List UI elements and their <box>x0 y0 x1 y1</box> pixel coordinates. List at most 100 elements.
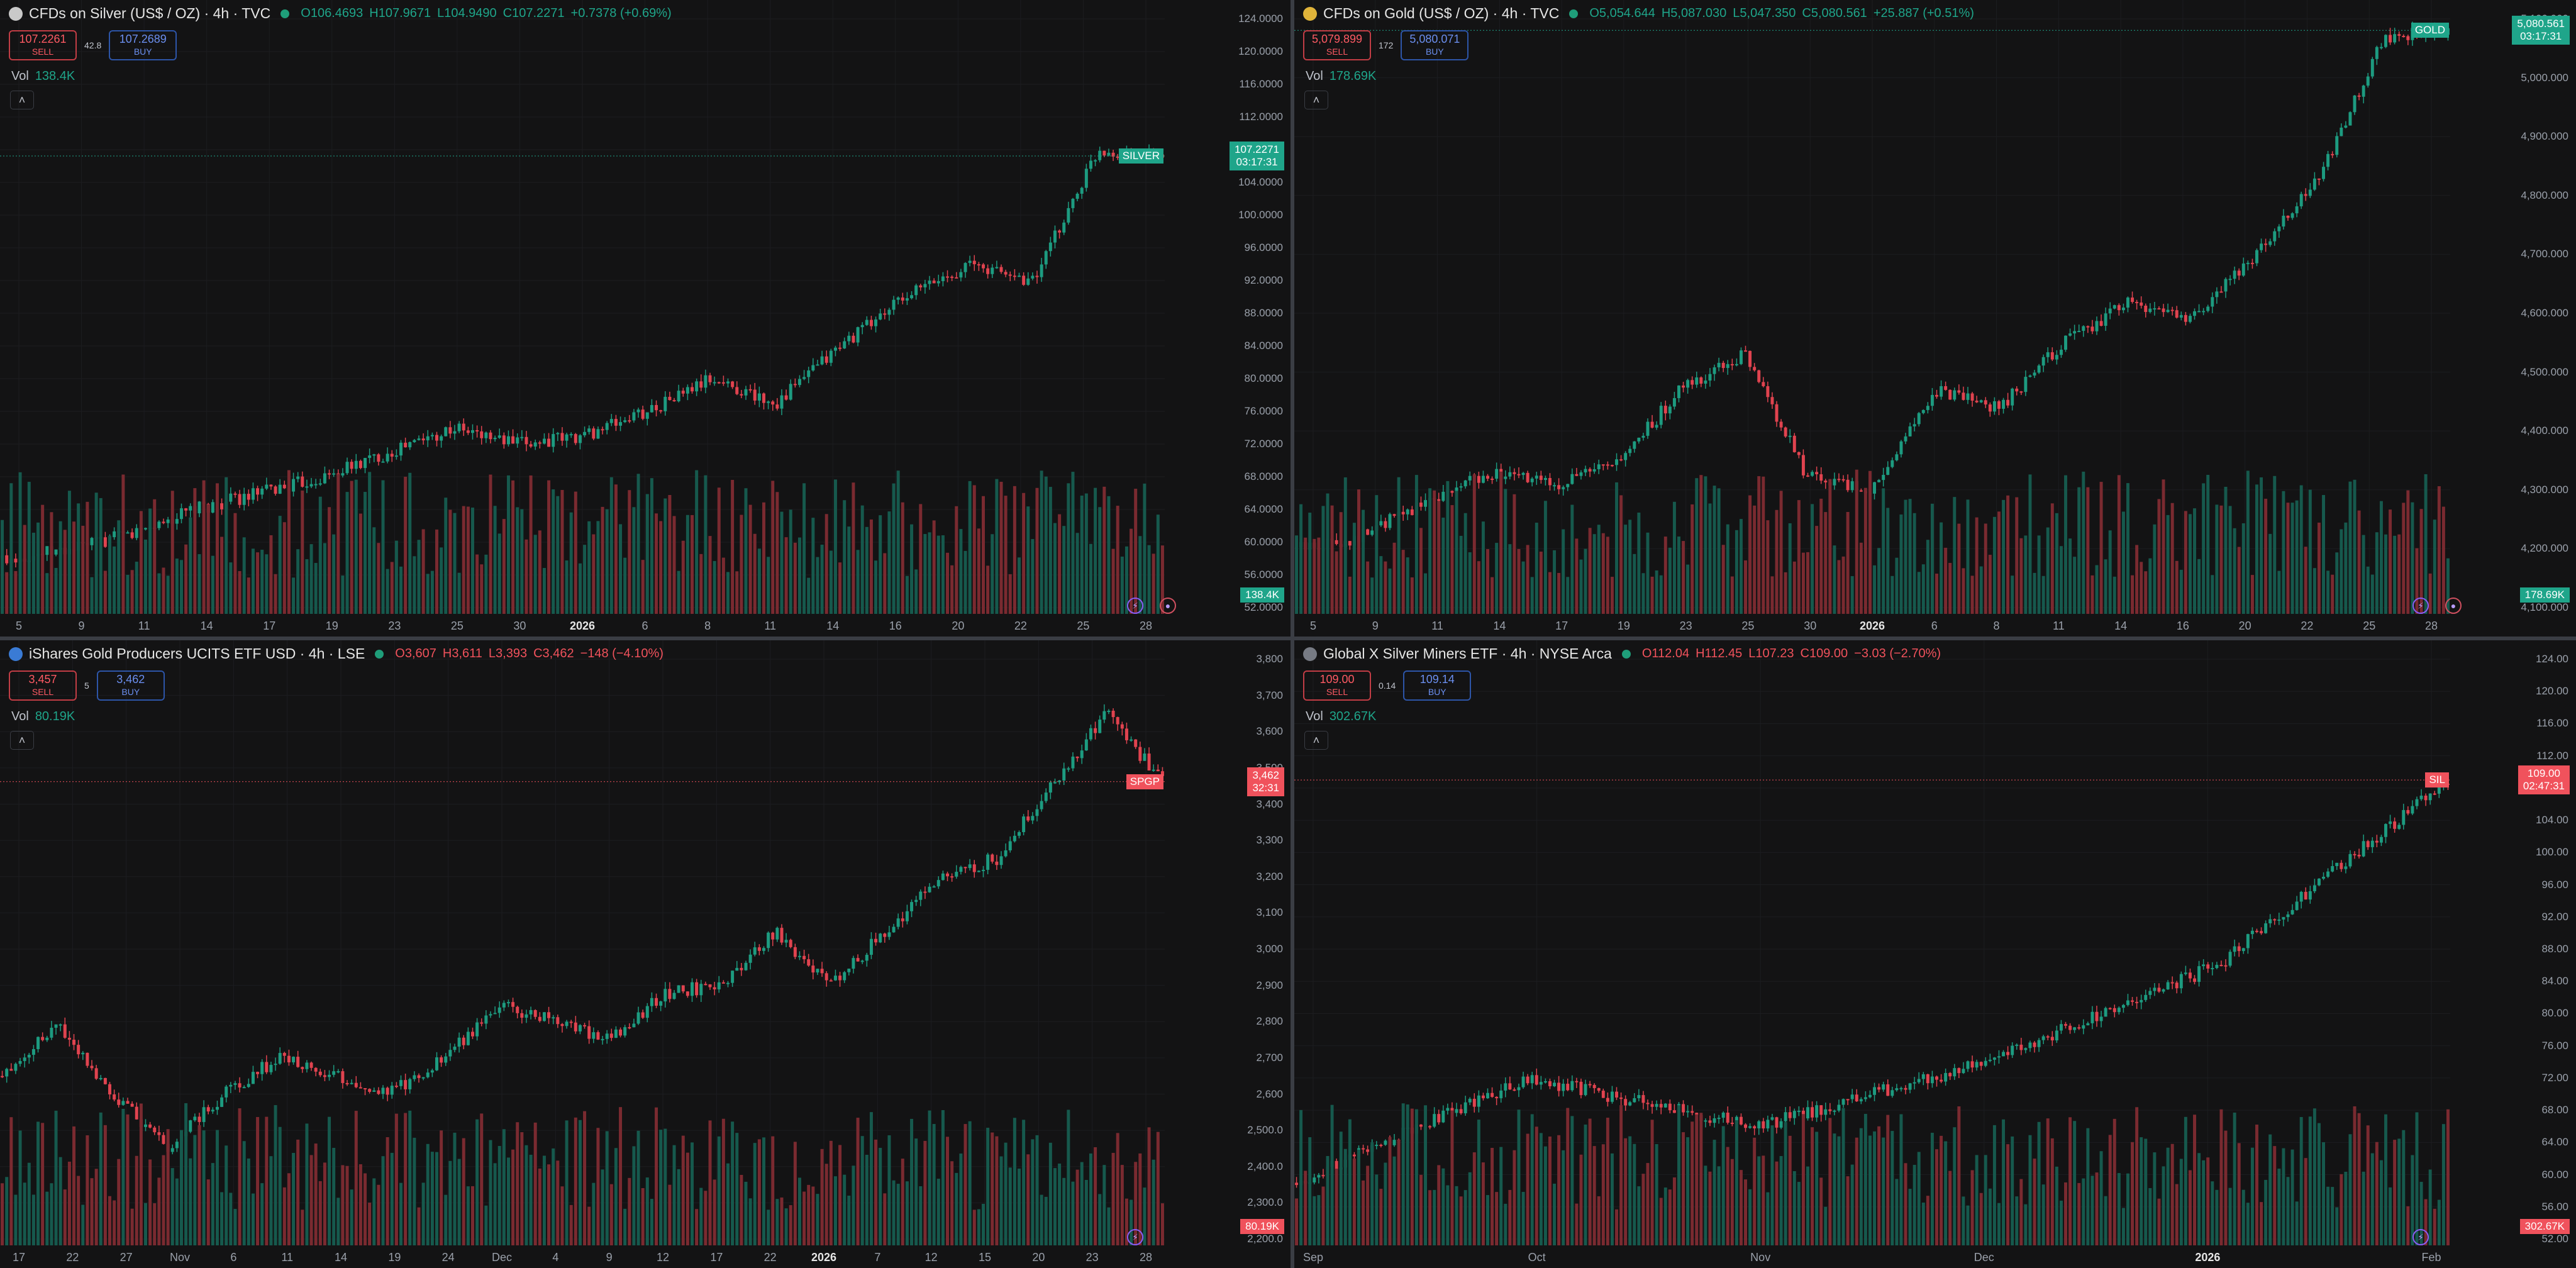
ohlc-value: O3,607 <box>395 647 436 660</box>
candle-body <box>1859 490 1863 492</box>
candle-body <box>901 298 904 301</box>
collapse-indicators-button[interactable]: ˄ <box>1304 731 1328 750</box>
volume-bar <box>811 518 815 614</box>
sell-button[interactable]: 5,079.899 SELL <box>1303 30 1371 60</box>
volume-bar <box>645 494 649 614</box>
candle-body <box>2384 35 2387 47</box>
chart-header: iShares Gold Producers UCITS ETF USD · 4… <box>9 645 670 662</box>
volume-bar <box>793 542 797 614</box>
volume-bar <box>681 1135 685 1245</box>
collapse-indicators-button[interactable]: ˄ <box>10 731 34 750</box>
vertical-divider[interactable] <box>1291 0 1294 1268</box>
buy-button[interactable]: 107.2689 BUY <box>109 30 177 60</box>
candle-body <box>457 423 461 431</box>
candle-body <box>372 454 376 456</box>
volume-bar <box>914 569 918 614</box>
flag-event-icon[interactable]: ● <box>1160 598 1176 614</box>
chart-pane-gold-producers[interactable]: iShares Gold Producers UCITS ETF USD · 4… <box>0 640 1291 1268</box>
candle-body <box>552 1017 555 1019</box>
sell-button[interactable]: 107.2261 SELL <box>9 30 77 60</box>
symbol-title[interactable]: CFDs on Gold (US$ / OZ) · 4h · TVC <box>1323 5 1560 21</box>
candle-body <box>1748 350 1752 367</box>
volume-bar <box>1472 1152 1476 1245</box>
candle-body <box>1748 1126 1752 1128</box>
symbol-title[interactable]: Global X Silver Miners ETF · 4h · NYSE A… <box>1323 645 1612 662</box>
symbol-title[interactable]: CFDs on Silver (US$ / OZ) · 4h · TVC <box>29 5 271 21</box>
candle-body <box>1953 1068 1957 1077</box>
volume-bar <box>843 500 847 614</box>
candle-body <box>1152 769 1155 771</box>
chart-canvas[interactable] <box>1294 640 2576 1268</box>
volume-indicator[interactable]: Vol 138.4K <box>11 69 75 84</box>
price-axis-label: 4,900.000 <box>2521 130 2568 143</box>
price-axis-label: 104.00 <box>2536 814 2568 826</box>
sell-button[interactable]: 3,457 SELL <box>9 670 77 701</box>
chart-canvas[interactable] <box>1294 0 2576 637</box>
volume-bar <box>2202 483 2206 614</box>
chart-pane-silver-miners[interactable]: Global X Silver Miners ETF · 4h · NYSE A… <box>1294 640 2576 1268</box>
volume-bar <box>1615 482 1618 614</box>
candle-body <box>247 1084 250 1087</box>
chart-canvas[interactable] <box>0 640 1291 1268</box>
candle-body <box>1726 1112 1729 1123</box>
candle-body <box>341 1071 345 1083</box>
volume-indicator[interactable]: Vol 178.69K <box>1306 69 1376 84</box>
candle-body <box>480 431 484 438</box>
volume-indicator[interactable]: Vol 302.67K <box>1306 709 1376 724</box>
lightning-event-icon[interactable]: ⚡ <box>2412 1229 2429 1245</box>
price-axis-label: 92.00 <box>2541 910 2568 923</box>
lightning-event-icon[interactable]: ⚡ <box>1127 1229 1143 1245</box>
candle-body <box>2028 375 2032 377</box>
volume-bar <box>41 504 45 614</box>
volume-bar <box>2353 479 2357 614</box>
volume-bar <box>144 539 147 614</box>
symbol-title[interactable]: iShares Gold Producers UCITS ETF USD · 4… <box>29 645 365 662</box>
candle-body <box>609 1033 613 1038</box>
chart-pane-gold[interactable]: CFDs on Gold (US$ / OZ) · 4h · TVC O5,054… <box>1294 0 2576 637</box>
volume-bar <box>619 524 623 614</box>
price-axis-label: 4,400.000 <box>2521 425 2568 437</box>
candle-body <box>533 1009 537 1017</box>
volume-bar <box>838 1145 842 1245</box>
lightning-event-icon[interactable]: ⚡ <box>1127 598 1143 614</box>
chart-canvas[interactable] <box>0 0 1291 637</box>
candle-body <box>1335 540 1338 544</box>
candle-body <box>470 1032 474 1037</box>
sell-button[interactable]: 109.00 SELL <box>1303 670 1371 701</box>
volume-bar <box>1659 575 1663 614</box>
candle-body <box>9 1069 13 1071</box>
candle-body <box>659 410 663 412</box>
collapse-indicators-button[interactable]: ˄ <box>1304 91 1328 109</box>
lightning-event-icon[interactable]: ⚡ <box>2412 598 2429 614</box>
candle-body <box>2228 952 2232 966</box>
candle-body <box>748 954 752 963</box>
flag-event-icon[interactable]: ● <box>2445 598 2462 614</box>
volume-bar <box>2415 548 2419 614</box>
horizontal-divider[interactable] <box>0 637 2576 640</box>
candle-body <box>1801 455 1805 476</box>
volume-bar <box>1031 539 1035 614</box>
volume-bar <box>1375 495 1379 614</box>
volume-bar <box>2228 1187 2232 1245</box>
candle-body <box>2157 308 2161 310</box>
volume-bar <box>1343 477 1347 614</box>
volume-badge: 138.4K <box>1240 587 1284 603</box>
candle-body <box>2219 291 2223 293</box>
volume-indicator[interactable]: Vol 80.19K <box>11 709 75 724</box>
buy-button[interactable]: 5,080.071 BUY <box>1401 30 1469 60</box>
buy-button[interactable]: 3,462 BUY <box>96 670 165 701</box>
candle-body <box>525 437 528 445</box>
volume-bar <box>247 577 250 614</box>
collapse-indicators-button[interactable]: ˄ <box>10 91 34 109</box>
volume-bar <box>144 1203 147 1245</box>
candle-body <box>1997 401 2001 409</box>
price-axis-label: 124.0000 <box>1238 13 1283 25</box>
candle-body <box>2335 862 2339 867</box>
buy-button[interactable]: 109.14 BUY <box>1403 670 1472 701</box>
volume-bar <box>941 535 945 614</box>
candle-body <box>364 458 367 469</box>
volume-bar <box>2082 1178 2085 1245</box>
candle-body <box>784 395 788 400</box>
chart-pane-silver[interactable]: CFDs on Silver (US$ / OZ) · 4h · TVC O106… <box>0 0 1291 637</box>
candle-body <box>2290 909 2294 915</box>
